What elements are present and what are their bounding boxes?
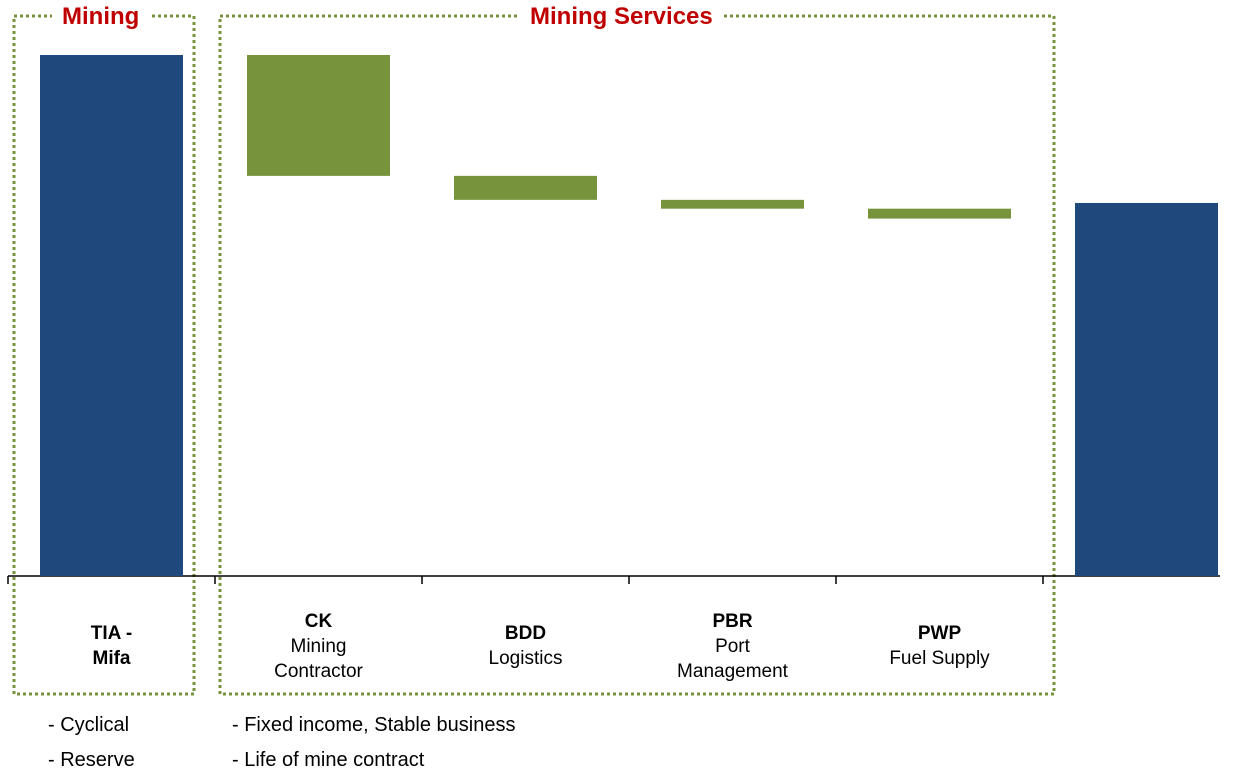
category-sublabel: Port Management: [677, 635, 788, 682]
category-label: BDD Logistics: [461, 598, 591, 694]
category-name: CK: [304, 610, 333, 632]
notes: - Cyclical - Reserve: [48, 708, 135, 778]
category-sublabel: Fuel Supply: [889, 648, 990, 669]
category-name: TIA - Mifa: [90, 623, 133, 669]
note: - Cyclical: [48, 714, 130, 736]
delta-bar: [247, 55, 390, 176]
category-name: PWP: [917, 623, 962, 644]
category-label: PWP Fuel Supply: [875, 598, 1005, 694]
category-label: CK Mining Contractor: [254, 598, 384, 694]
category-label: PBR Port Management: [668, 598, 798, 694]
category-sublabel: Logistics: [488, 648, 563, 669]
total-bar: [40, 55, 183, 576]
total-bar: [1075, 202, 1218, 577]
notes: - Fixed income, Stable business - Life o…: [232, 708, 515, 778]
category-sublabel: Mining Contractor: [274, 635, 363, 682]
category-name: PBR: [712, 610, 753, 632]
group-title: Mining: [52, 2, 150, 32]
category-name: BDD: [504, 623, 547, 644]
note: - Reserve: [48, 749, 135, 771]
delta-bar: [661, 199, 804, 209]
category-label: TIA - Mifa: [47, 598, 177, 694]
note: - Life of mine contract: [232, 749, 425, 771]
note: - Fixed income, Stable business: [232, 714, 516, 736]
delta-bar: [454, 175, 597, 200]
group-title: Mining Services: [520, 2, 723, 32]
delta-bar: [868, 208, 1011, 219]
